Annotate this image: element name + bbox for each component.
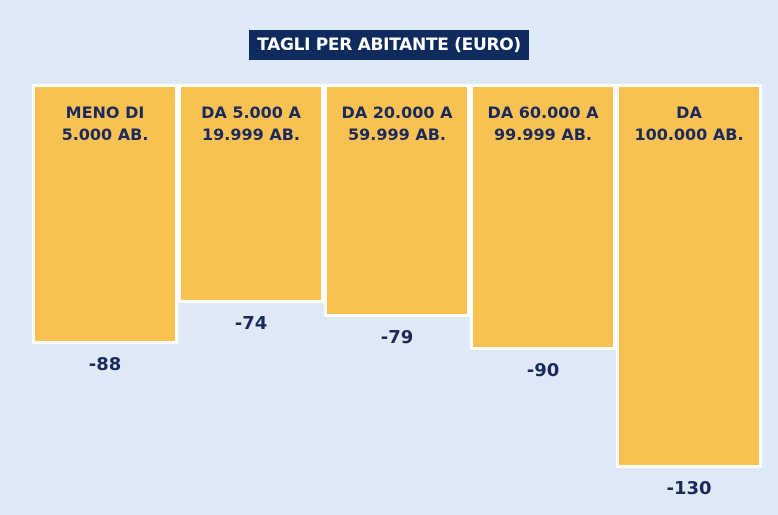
chart-title: TAGLI PER ABITANTE (EURO) — [249, 30, 529, 60]
bar — [470, 84, 616, 350]
category-label: DA 100.000 AB. — [634, 103, 744, 144]
value-label: -74 — [234, 312, 268, 334]
value-label: -79 — [380, 327, 414, 349]
value-label: -90 — [526, 359, 560, 381]
value-label: -88 — [88, 353, 122, 375]
value-label: -130 — [666, 478, 712, 499]
category-label: DA 5.000 A 19.999 AB. — [201, 103, 301, 144]
category-label: DA 60.000 A 99.999 AB. — [487, 103, 599, 144]
bar — [32, 84, 178, 344]
bar — [324, 84, 470, 318]
bar — [616, 84, 762, 468]
category-label: MENO DI 5.000 AB. — [61, 103, 149, 144]
bar — [178, 84, 324, 303]
category-label: DA 20.000 A 59.999 AB. — [341, 103, 453, 144]
title-box: TAGLI PER ABITANTE (EURO) — [0, 30, 778, 60]
